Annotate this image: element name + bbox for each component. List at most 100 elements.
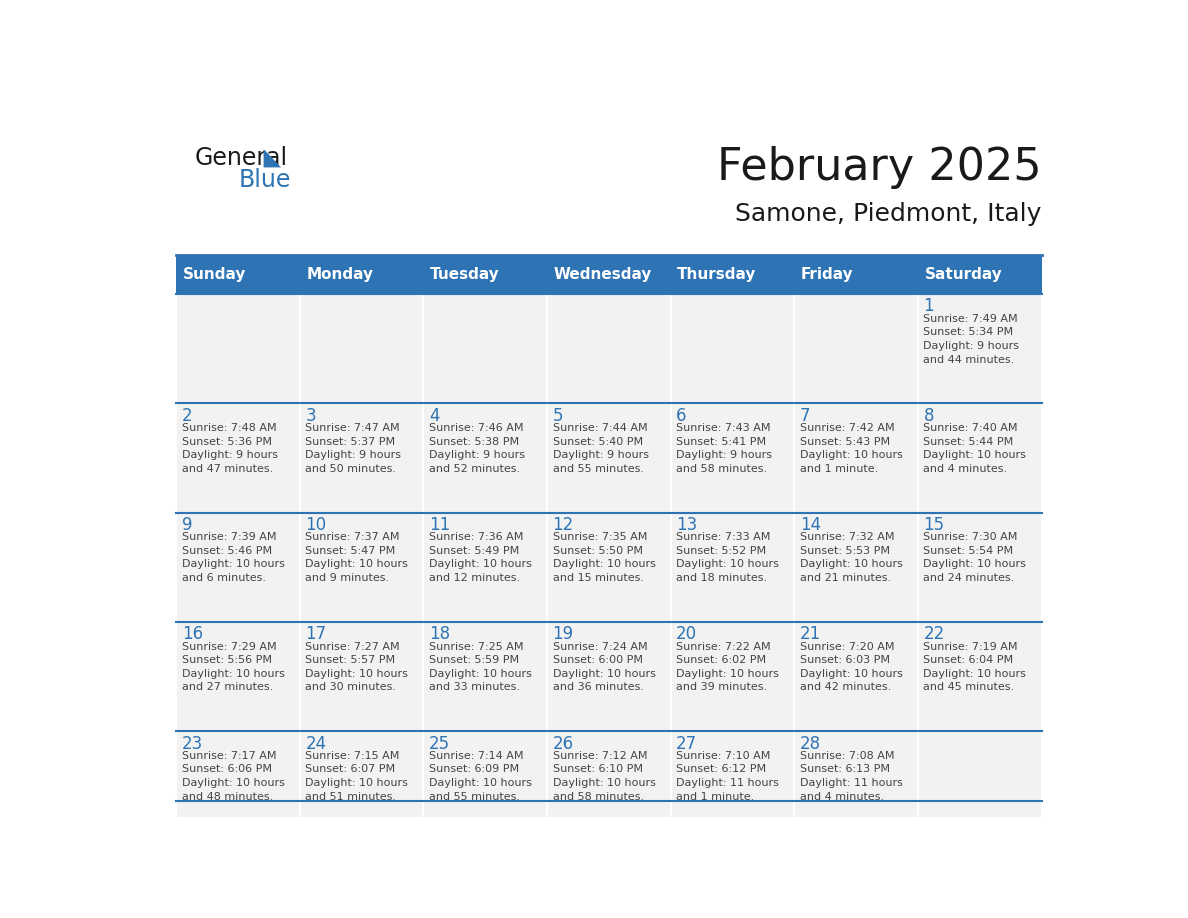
Text: 28: 28	[800, 734, 821, 753]
Text: 19: 19	[552, 625, 574, 644]
Text: Sunrise: 7:33 AM
Sunset: 5:52 PM
Daylight: 10 hours
and 18 minutes.: Sunrise: 7:33 AM Sunset: 5:52 PM Dayligh…	[676, 532, 779, 583]
Text: 14: 14	[800, 516, 821, 534]
Text: Sunrise: 7:30 AM
Sunset: 5:54 PM
Daylight: 10 hours
and 24 minutes.: Sunrise: 7:30 AM Sunset: 5:54 PM Dayligh…	[923, 532, 1026, 583]
Bar	[918, 403, 1042, 512]
Text: Tuesday: Tuesday	[430, 267, 500, 282]
Bar	[795, 255, 918, 294]
Bar	[299, 294, 423, 403]
Text: Sunrise: 7:48 AM
Sunset: 5:36 PM
Daylight: 9 hours
and 47 minutes.: Sunrise: 7:48 AM Sunset: 5:36 PM Dayligh…	[182, 423, 278, 474]
Bar	[546, 512, 671, 621]
Text: Sunrise: 7:37 AM
Sunset: 5:47 PM
Daylight: 10 hours
and 9 minutes.: Sunrise: 7:37 AM Sunset: 5:47 PM Dayligh…	[305, 532, 409, 583]
Text: Sunrise: 7:17 AM
Sunset: 6:06 PM
Daylight: 10 hours
and 48 minutes.: Sunrise: 7:17 AM Sunset: 6:06 PM Dayligh…	[182, 751, 284, 801]
Text: General: General	[195, 145, 287, 170]
Text: 27: 27	[676, 734, 697, 753]
Bar	[795, 731, 918, 840]
Text: 24: 24	[305, 734, 327, 753]
Bar	[176, 621, 299, 731]
Text: 13: 13	[676, 516, 697, 534]
Text: Sunrise: 7:35 AM
Sunset: 5:50 PM
Daylight: 10 hours
and 15 minutes.: Sunrise: 7:35 AM Sunset: 5:50 PM Dayligh…	[552, 532, 656, 583]
Text: 2: 2	[182, 407, 192, 425]
Text: Sunrise: 7:24 AM
Sunset: 6:00 PM
Daylight: 10 hours
and 36 minutes.: Sunrise: 7:24 AM Sunset: 6:00 PM Dayligh…	[552, 642, 656, 692]
Text: Sunrise: 7:12 AM
Sunset: 6:10 PM
Daylight: 10 hours
and 58 minutes.: Sunrise: 7:12 AM Sunset: 6:10 PM Dayligh…	[552, 751, 656, 801]
Text: 5: 5	[552, 407, 563, 425]
Bar	[918, 621, 1042, 731]
Text: 8: 8	[923, 407, 934, 425]
Bar	[176, 255, 299, 294]
Text: Sunrise: 7:49 AM
Sunset: 5:34 PM
Daylight: 9 hours
and 44 minutes.: Sunrise: 7:49 AM Sunset: 5:34 PM Dayligh…	[923, 314, 1019, 364]
Polygon shape	[264, 149, 282, 167]
Text: Samone, Piedmont, Italy: Samone, Piedmont, Italy	[735, 202, 1042, 226]
Text: 16: 16	[182, 625, 203, 644]
Bar	[546, 294, 671, 403]
Bar	[795, 294, 918, 403]
Bar	[176, 731, 299, 840]
Bar	[423, 512, 546, 621]
Bar	[918, 255, 1042, 294]
Bar	[671, 512, 795, 621]
Bar	[423, 294, 546, 403]
Text: Monday: Monday	[307, 267, 373, 282]
Text: Sunrise: 7:19 AM
Sunset: 6:04 PM
Daylight: 10 hours
and 45 minutes.: Sunrise: 7:19 AM Sunset: 6:04 PM Dayligh…	[923, 642, 1026, 692]
Text: Saturday: Saturday	[924, 267, 1003, 282]
Text: Sunrise: 7:47 AM
Sunset: 5:37 PM
Daylight: 9 hours
and 50 minutes.: Sunrise: 7:47 AM Sunset: 5:37 PM Dayligh…	[305, 423, 402, 474]
Text: Friday: Friday	[801, 267, 853, 282]
Text: 18: 18	[429, 625, 450, 644]
Bar	[299, 621, 423, 731]
Text: 1: 1	[923, 297, 934, 316]
Bar	[795, 621, 918, 731]
Text: 26: 26	[552, 734, 574, 753]
Bar	[918, 731, 1042, 840]
Text: 20: 20	[676, 625, 697, 644]
Text: 17: 17	[305, 625, 327, 644]
Bar	[423, 731, 546, 840]
Text: Wednesday: Wednesday	[554, 267, 652, 282]
Bar	[546, 403, 671, 512]
Text: 7: 7	[800, 407, 810, 425]
Text: Sunday: Sunday	[183, 267, 246, 282]
Bar	[671, 621, 795, 731]
Text: 22: 22	[923, 625, 944, 644]
Text: Thursday: Thursday	[677, 267, 757, 282]
Text: Sunrise: 7:25 AM
Sunset: 5:59 PM
Daylight: 10 hours
and 33 minutes.: Sunrise: 7:25 AM Sunset: 5:59 PM Dayligh…	[429, 642, 532, 692]
Bar	[671, 403, 795, 512]
Text: 23: 23	[182, 734, 203, 753]
Text: Sunrise: 7:10 AM
Sunset: 6:12 PM
Daylight: 11 hours
and 1 minute.: Sunrise: 7:10 AM Sunset: 6:12 PM Dayligh…	[676, 751, 779, 801]
Bar	[176, 294, 299, 403]
Bar	[671, 294, 795, 403]
Text: Sunrise: 7:44 AM
Sunset: 5:40 PM
Daylight: 9 hours
and 55 minutes.: Sunrise: 7:44 AM Sunset: 5:40 PM Dayligh…	[552, 423, 649, 474]
Text: Sunrise: 7:29 AM
Sunset: 5:56 PM
Daylight: 10 hours
and 27 minutes.: Sunrise: 7:29 AM Sunset: 5:56 PM Dayligh…	[182, 642, 284, 692]
Text: Sunrise: 7:46 AM
Sunset: 5:38 PM
Daylight: 9 hours
and 52 minutes.: Sunrise: 7:46 AM Sunset: 5:38 PM Dayligh…	[429, 423, 525, 474]
Text: 12: 12	[552, 516, 574, 534]
Text: Sunrise: 7:43 AM
Sunset: 5:41 PM
Daylight: 9 hours
and 58 minutes.: Sunrise: 7:43 AM Sunset: 5:41 PM Dayligh…	[676, 423, 772, 474]
Text: Sunrise: 7:39 AM
Sunset: 5:46 PM
Daylight: 10 hours
and 6 minutes.: Sunrise: 7:39 AM Sunset: 5:46 PM Dayligh…	[182, 532, 284, 583]
Text: Sunrise: 7:36 AM
Sunset: 5:49 PM
Daylight: 10 hours
and 12 minutes.: Sunrise: 7:36 AM Sunset: 5:49 PM Dayligh…	[429, 532, 532, 583]
Bar	[546, 255, 671, 294]
Bar	[795, 403, 918, 512]
Bar	[299, 512, 423, 621]
Text: Sunrise: 7:32 AM
Sunset: 5:53 PM
Daylight: 10 hours
and 21 minutes.: Sunrise: 7:32 AM Sunset: 5:53 PM Dayligh…	[800, 532, 903, 583]
Text: Sunrise: 7:15 AM
Sunset: 6:07 PM
Daylight: 10 hours
and 51 minutes.: Sunrise: 7:15 AM Sunset: 6:07 PM Dayligh…	[305, 751, 409, 801]
Bar	[795, 512, 918, 621]
Bar	[546, 621, 671, 731]
Bar	[176, 403, 299, 512]
Bar	[299, 255, 423, 294]
Bar	[176, 512, 299, 621]
Text: 11: 11	[429, 516, 450, 534]
Bar	[299, 731, 423, 840]
Text: Sunrise: 7:08 AM
Sunset: 6:13 PM
Daylight: 11 hours
and 4 minutes.: Sunrise: 7:08 AM Sunset: 6:13 PM Dayligh…	[800, 751, 903, 801]
Bar	[423, 621, 546, 731]
Text: Sunrise: 7:14 AM
Sunset: 6:09 PM
Daylight: 10 hours
and 55 minutes.: Sunrise: 7:14 AM Sunset: 6:09 PM Dayligh…	[429, 751, 532, 801]
Bar	[671, 255, 795, 294]
Bar	[918, 512, 1042, 621]
Text: Sunrise: 7:40 AM
Sunset: 5:44 PM
Daylight: 10 hours
and 4 minutes.: Sunrise: 7:40 AM Sunset: 5:44 PM Dayligh…	[923, 423, 1026, 474]
Bar	[299, 403, 423, 512]
Text: February 2025: February 2025	[716, 145, 1042, 188]
Text: 6: 6	[676, 407, 687, 425]
Text: Sunrise: 7:22 AM
Sunset: 6:02 PM
Daylight: 10 hours
and 39 minutes.: Sunrise: 7:22 AM Sunset: 6:02 PM Dayligh…	[676, 642, 779, 692]
Text: 4: 4	[429, 407, 440, 425]
Text: 9: 9	[182, 516, 192, 534]
Text: 25: 25	[429, 734, 450, 753]
Bar	[423, 403, 546, 512]
Text: Blue: Blue	[239, 168, 291, 192]
Text: Sunrise: 7:20 AM
Sunset: 6:03 PM
Daylight: 10 hours
and 42 minutes.: Sunrise: 7:20 AM Sunset: 6:03 PM Dayligh…	[800, 642, 903, 692]
